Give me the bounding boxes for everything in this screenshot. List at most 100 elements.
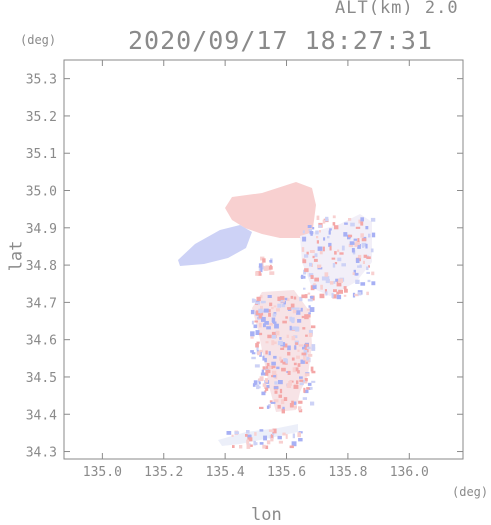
x-tick-label: 135.2 xyxy=(144,465,183,480)
speckle-cell xyxy=(289,445,294,449)
speckle-cell xyxy=(338,278,343,283)
speckle-cell xyxy=(287,307,292,310)
speckle-cell xyxy=(278,380,283,385)
speckle-cell xyxy=(246,430,250,434)
speckle-cell xyxy=(343,232,348,237)
speckle-cell xyxy=(328,230,331,235)
speckle-cell xyxy=(261,369,264,374)
speckle-cell xyxy=(305,334,308,337)
speckle-cell xyxy=(309,231,314,235)
speckle-cell xyxy=(306,387,310,390)
speckle-cell xyxy=(258,263,263,268)
speckle-cell xyxy=(298,438,303,442)
speckle-cell xyxy=(262,258,266,263)
speckle-cell xyxy=(355,226,361,229)
speckle-cell xyxy=(303,275,306,279)
speckle-cell xyxy=(255,271,259,276)
speckle-cell xyxy=(304,389,309,394)
speckle-cell xyxy=(261,391,266,396)
speckle-cell xyxy=(264,357,267,363)
speckle-cell xyxy=(355,279,360,284)
speckle-cell xyxy=(247,434,252,440)
speckle-cell xyxy=(298,406,302,411)
speckle-cell xyxy=(277,296,281,301)
speckle-cell xyxy=(363,254,368,258)
speckle-cell xyxy=(259,332,263,336)
speckle-cell xyxy=(260,372,266,376)
speckle-cell xyxy=(301,294,306,299)
speckle-cell xyxy=(304,254,309,258)
speckle-cell xyxy=(311,344,316,349)
speckle-cell xyxy=(355,240,360,246)
speckle-cell xyxy=(303,355,306,361)
speckle-cell xyxy=(263,384,267,389)
speckle-cell xyxy=(285,316,288,319)
speckle-cell xyxy=(304,343,309,347)
speckle-cell xyxy=(251,356,256,360)
speckle-cell xyxy=(304,314,309,320)
speckle-cell xyxy=(291,335,296,341)
speckle-cell xyxy=(325,278,330,284)
speckle-cell xyxy=(333,289,337,292)
speckle-cell xyxy=(292,326,297,331)
speckle-cell xyxy=(269,302,273,307)
speckle-cell xyxy=(302,397,307,400)
speckle-cell xyxy=(298,400,303,404)
speckle-cell xyxy=(325,216,329,222)
speckle-cell xyxy=(319,293,325,299)
speckle-cell xyxy=(299,296,303,302)
x-tick-label: 135.0 xyxy=(83,465,122,480)
speckle-cell xyxy=(226,431,232,435)
speckle-cell xyxy=(336,294,342,300)
speckle-cell xyxy=(329,281,334,285)
speckle-cell xyxy=(307,225,312,228)
speckle-cell xyxy=(310,366,314,372)
speckle-cell xyxy=(334,262,338,265)
speckle-cell xyxy=(270,434,274,439)
speckle-cell xyxy=(316,240,319,244)
echo-region-upper-positive xyxy=(225,182,316,238)
speckle-cell xyxy=(264,372,269,376)
speckle-cell xyxy=(312,284,317,289)
speckle-cell xyxy=(360,233,364,238)
speckle-cell xyxy=(261,265,265,270)
speckle-cell xyxy=(265,384,270,389)
speckle-cell xyxy=(279,337,282,340)
speckle-cell xyxy=(360,282,366,286)
speckle-cell xyxy=(317,246,323,251)
speckle-cell xyxy=(267,334,272,339)
echo-region-tail xyxy=(218,424,298,446)
speckle-cell xyxy=(322,219,326,224)
speckle-cell xyxy=(259,442,264,445)
speckle-cell xyxy=(273,399,279,403)
speckle-cell xyxy=(280,359,284,363)
speckle-cell xyxy=(256,384,260,390)
speckle-cell xyxy=(319,230,321,233)
speckle-cell xyxy=(273,312,277,315)
speckle-cell xyxy=(263,323,266,328)
speckle-cell xyxy=(245,434,248,437)
speckle-cell xyxy=(258,313,262,319)
speckle-cell xyxy=(301,352,307,356)
speckle-cell xyxy=(271,317,276,323)
speckle-cell xyxy=(341,245,345,251)
speckle-cell xyxy=(281,408,285,414)
speckle-cell xyxy=(308,228,313,232)
speckle-cell xyxy=(246,444,251,449)
speckle-cell xyxy=(283,301,286,305)
speckle-cell xyxy=(286,371,289,373)
speckle-cell xyxy=(370,248,374,253)
speckle-cell xyxy=(317,264,322,269)
speckle-cell xyxy=(261,317,266,322)
speckle-cell xyxy=(255,301,261,305)
speckle-cell xyxy=(266,440,271,445)
speckle-cell xyxy=(371,271,375,276)
speckle-cell xyxy=(329,228,332,231)
x-axis-ticks: 135.0 135.2 135.4 135.6 135.8 136.0 xyxy=(83,60,429,480)
speckle-cell xyxy=(287,351,291,356)
speckle-cell xyxy=(314,253,318,258)
speckle-cell xyxy=(255,343,259,348)
speckle-cell xyxy=(291,357,295,361)
speckle-cell xyxy=(278,394,282,398)
